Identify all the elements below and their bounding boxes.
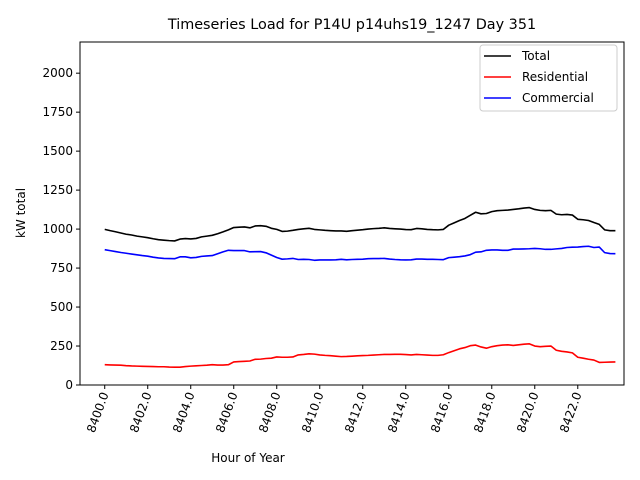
x-axis-label: Hour of Year [211,451,285,465]
y-tick-label: 2000 [42,66,73,80]
series-line-residential [104,343,616,369]
y-axis-label: kW total [14,188,28,238]
y-tick-label: 0 [65,378,73,392]
y-axis-ticks: 0 250 500 750 1000 1250 1500 1750 2000 [42,66,80,392]
chart-title: Timeseries Load for P14U p14uhs19_1247 D… [167,17,536,33]
y-tick-label: 1000 [42,222,73,236]
legend: Total Residential Commercial [479,44,618,112]
legend-label-residential: Residential [522,70,588,84]
y-tick-label: 250 [50,339,73,353]
legend-label-commercial: Commercial [522,91,594,105]
y-tick-label: 1250 [42,183,73,197]
y-tick-label: 750 [50,261,73,275]
series-layer [104,206,616,369]
series-line-commercial [104,245,616,262]
legend-box [479,44,618,112]
y-tick-label: 500 [50,300,73,314]
series-line-total [104,206,616,242]
legend-label-total: Total [521,49,550,63]
y-tick-label: 1750 [42,105,73,119]
plot-frame [79,41,625,386]
y-tick-label: 1500 [42,144,73,158]
